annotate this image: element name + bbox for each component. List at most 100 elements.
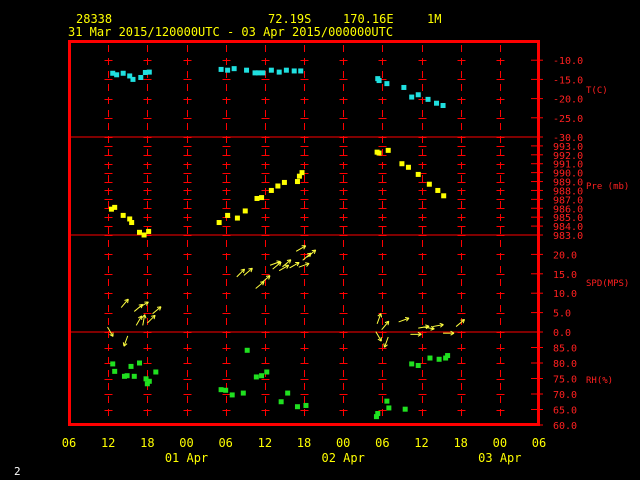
wind-arrow-shaft [376, 313, 382, 325]
data-point [110, 361, 116, 367]
data-point [223, 387, 229, 393]
data-point [283, 67, 289, 73]
wind-arrow-shaft [455, 319, 465, 327]
data-point [384, 398, 390, 404]
data-point [409, 361, 415, 367]
y-tick-label: 987.0 [553, 195, 583, 206]
data-point [399, 161, 405, 167]
wind-arrow-head [377, 338, 382, 342]
data-point [268, 67, 274, 73]
wind-arrow-shaft [432, 324, 444, 328]
wind-arrow [243, 267, 253, 276]
wind-arrow-shaft [107, 326, 114, 337]
time-interval: 1M [427, 12, 442, 26]
wind-arrow-head [384, 320, 389, 324]
data-point [216, 220, 222, 226]
data-point [225, 67, 231, 73]
data-marks-layer [107, 66, 465, 420]
data-point [127, 73, 133, 79]
data-point [253, 374, 259, 380]
data-point [375, 411, 381, 417]
wind-arrow-shaft [243, 267, 253, 276]
wind-arrow-shaft [236, 268, 245, 278]
wind-arrow-head [138, 303, 143, 306]
date-label: 01 Apr [165, 451, 208, 465]
y-tick-label: 983.0 [553, 231, 583, 242]
data-point [385, 147, 391, 153]
wind-arrow [432, 322, 444, 328]
wind-arrow-head [248, 267, 253, 270]
wind-arrow-head [462, 319, 465, 324]
wind-arrow [443, 330, 455, 336]
wind-arrow [423, 325, 435, 331]
wind-arrow-shaft [142, 314, 146, 326]
wind-arrow [306, 249, 317, 258]
data-point [130, 76, 136, 82]
wind-arrow-shaft [375, 331, 382, 342]
y-tick-label: 5.0 [553, 309, 571, 320]
panel-label: T(C) [586, 86, 608, 96]
y-tick-label: 986.0 [553, 204, 583, 215]
wind-arrow-head [240, 268, 245, 271]
y-tick-label: 15.0 [553, 270, 577, 281]
wind-arrow-head [303, 245, 307, 250]
data-point [435, 187, 441, 193]
wind-arrow [398, 316, 410, 323]
wind-arrow [298, 262, 310, 268]
wind-arrow [455, 319, 465, 327]
y-tick-label: 60.0 [553, 421, 577, 432]
wind-arrow-shaft [135, 315, 143, 326]
wind-arrow-shaft [146, 314, 156, 324]
y-tick-label: 65.0 [553, 406, 577, 417]
data-point [445, 353, 451, 359]
data-point [376, 78, 382, 84]
data-point [240, 390, 246, 396]
y-tick-label: 80.0 [553, 359, 577, 370]
wind-arrow-shaft [423, 326, 435, 330]
data-point [415, 362, 421, 368]
x-tick-label: 00 [336, 436, 350, 450]
data-point [138, 74, 144, 80]
wind-arrow [383, 336, 389, 348]
data-point [108, 206, 114, 212]
wind-arrow-head [153, 315, 156, 320]
wind-arrow-shaft [133, 303, 144, 312]
wind-arrow-head [425, 324, 430, 327]
data-point [242, 208, 248, 214]
y-tick-label: 985.0 [553, 213, 583, 224]
wind-arrow-shaft [152, 306, 162, 315]
data-point [298, 68, 304, 74]
data-point [386, 405, 392, 411]
data-point [146, 69, 152, 75]
wind-arrow-head [383, 343, 385, 348]
wind-arrow-head [387, 321, 390, 326]
data-point [285, 390, 291, 396]
wind-arrow [410, 331, 422, 337]
wind-arrow-shaft [255, 281, 265, 289]
y-tick-label: -30.0 [553, 133, 583, 144]
data-point [264, 369, 270, 375]
x-tick-label: 12 [101, 436, 115, 450]
data-point [128, 363, 134, 369]
data-point [131, 373, 137, 379]
wind-arrow [295, 245, 307, 252]
x-tick-label: 06 [218, 436, 232, 450]
wind-arrow-head [144, 314, 147, 319]
wind-arrow-head [306, 263, 310, 267]
data-point [436, 356, 442, 362]
wind-arrow-shaft [306, 249, 317, 258]
data-point [142, 69, 148, 75]
wind-arrow [141, 314, 147, 326]
wind-arrow-head [268, 275, 271, 280]
wind-arrow-head [460, 319, 465, 321]
wind-arrow-head [430, 325, 435, 330]
wind-arrow-head [450, 332, 455, 336]
data-point [244, 347, 250, 353]
wind-arrow-shaft [381, 320, 390, 330]
y-tick-label: 991.0 [553, 160, 583, 171]
data-point [121, 373, 127, 379]
wind-arrow-head [307, 252, 312, 255]
data-point [373, 414, 379, 420]
wind-arrow [135, 315, 143, 326]
